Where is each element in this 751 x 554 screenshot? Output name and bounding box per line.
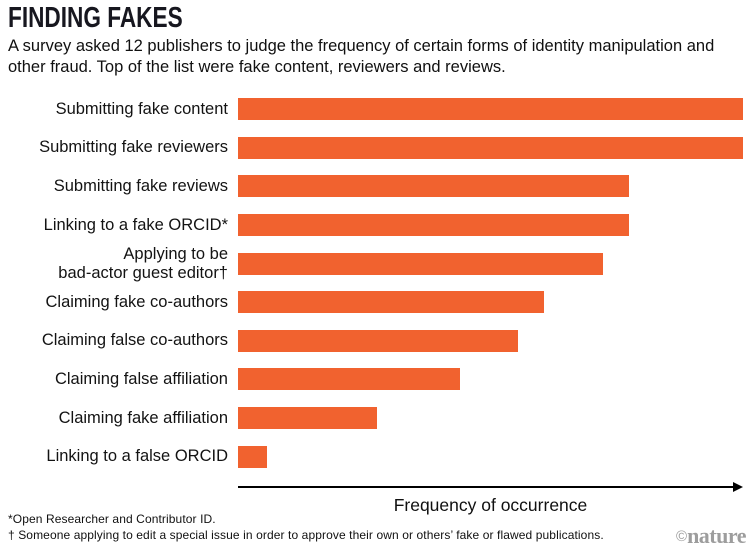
bar-track bbox=[238, 98, 743, 121]
bar-label: Submitting fake content bbox=[55, 99, 228, 118]
chart-row: Submitting fake reviews bbox=[0, 167, 751, 206]
chart-row: Claiming false affiliation bbox=[0, 360, 751, 399]
bar bbox=[238, 445, 267, 468]
bar bbox=[238, 175, 629, 198]
bar-track bbox=[238, 368, 743, 391]
bar-track bbox=[238, 136, 743, 159]
bar-label: Claiming false co-authors bbox=[41, 331, 228, 350]
bar-track bbox=[238, 445, 743, 468]
bar bbox=[238, 136, 743, 159]
chart-row: Submitting fake reviewers bbox=[0, 129, 751, 168]
bar-label: Submitting fake reviewers bbox=[39, 138, 228, 157]
bar bbox=[238, 98, 743, 121]
bar-label: Applying to be bad-actor guest editor† bbox=[58, 244, 228, 282]
bar bbox=[238, 214, 629, 237]
bar-label: Claiming fake co-authors bbox=[45, 292, 229, 311]
chart-row: Claiming fake affiliation bbox=[0, 399, 751, 438]
bar-track bbox=[238, 291, 743, 314]
bar-track bbox=[238, 407, 743, 430]
bar-label: Submitting fake reviews bbox=[53, 176, 228, 195]
chart-row: Applying to be bad-actor guest editor† bbox=[0, 244, 751, 283]
x-axis-label: Frequency of occurrence bbox=[393, 494, 588, 515]
bar-label: Linking to a false ORCID bbox=[46, 447, 228, 466]
bar bbox=[238, 291, 545, 314]
bar-label: Claiming fake affiliation bbox=[58, 408, 228, 427]
footnote-asterisk: *Open Researcher and Contributor ID. bbox=[8, 512, 216, 526]
footnote-dagger: † Someone applying to edit a special iss… bbox=[8, 528, 604, 542]
bar-chart: Submitting fake content Submitting fake r… bbox=[0, 90, 751, 476]
chart-row: Submitting fake content bbox=[0, 90, 751, 129]
footnotes: *Open Researcher and Contributor ID. † S… bbox=[8, 511, 604, 543]
chart-row: Linking to a false ORCID bbox=[0, 437, 751, 476]
bar-track bbox=[238, 175, 743, 198]
chart-row: Linking to a fake ORCID* bbox=[0, 206, 751, 245]
bar-track bbox=[238, 214, 743, 237]
chart-title: FINDING FAKES bbox=[8, 2, 183, 34]
bar bbox=[238, 407, 377, 430]
chart-row: Claiming false co-authors bbox=[0, 322, 751, 361]
bar bbox=[238, 252, 604, 275]
chart-subtitle: A survey asked 12 publishers to judge th… bbox=[8, 37, 715, 76]
bar-label: Claiming false affiliation bbox=[54, 369, 228, 388]
copyright-symbol: © bbox=[676, 528, 688, 545]
x-axis-arrow-icon bbox=[733, 481, 743, 492]
bar-label: Linking to a fake ORCID* bbox=[43, 215, 228, 234]
nature-credit: ©nature bbox=[676, 523, 746, 549]
chart-header: FINDING FAKES A survey asked 12 publishe… bbox=[0, 0, 751, 78]
x-axis bbox=[238, 481, 743, 493]
nature-logo: nature bbox=[687, 523, 746, 548]
x-axis-line bbox=[238, 485, 733, 488]
bar-track bbox=[238, 329, 743, 352]
bar bbox=[238, 329, 518, 352]
bar-track bbox=[238, 252, 743, 275]
chart-row: Claiming fake co-authors bbox=[0, 283, 751, 322]
bar bbox=[238, 368, 461, 391]
